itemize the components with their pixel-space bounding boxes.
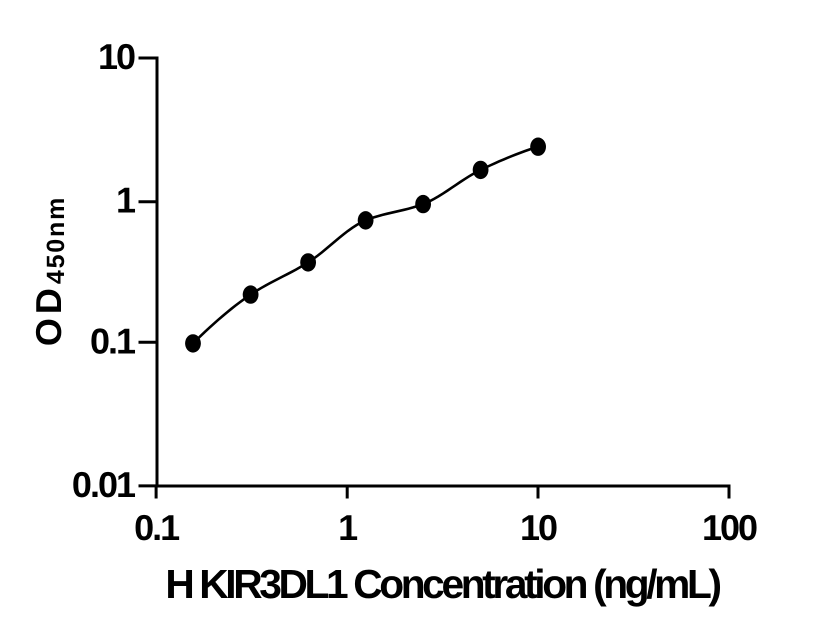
svg-text:H KIR3DL1 Concentration (ng/mL: H KIR3DL1 Concentration (ng/mL) — [165, 561, 720, 607]
svg-text:1: 1 — [338, 507, 358, 548]
svg-text:10: 10 — [520, 507, 557, 548]
svg-text:0.01: 0.01 — [72, 464, 136, 505]
svg-text:10: 10 — [98, 36, 135, 77]
svg-text:0.1: 0.1 — [90, 320, 136, 361]
svg-text:0.1: 0.1 — [134, 507, 180, 548]
svg-text:100: 100 — [702, 507, 757, 548]
svg-text:1: 1 — [116, 180, 136, 221]
